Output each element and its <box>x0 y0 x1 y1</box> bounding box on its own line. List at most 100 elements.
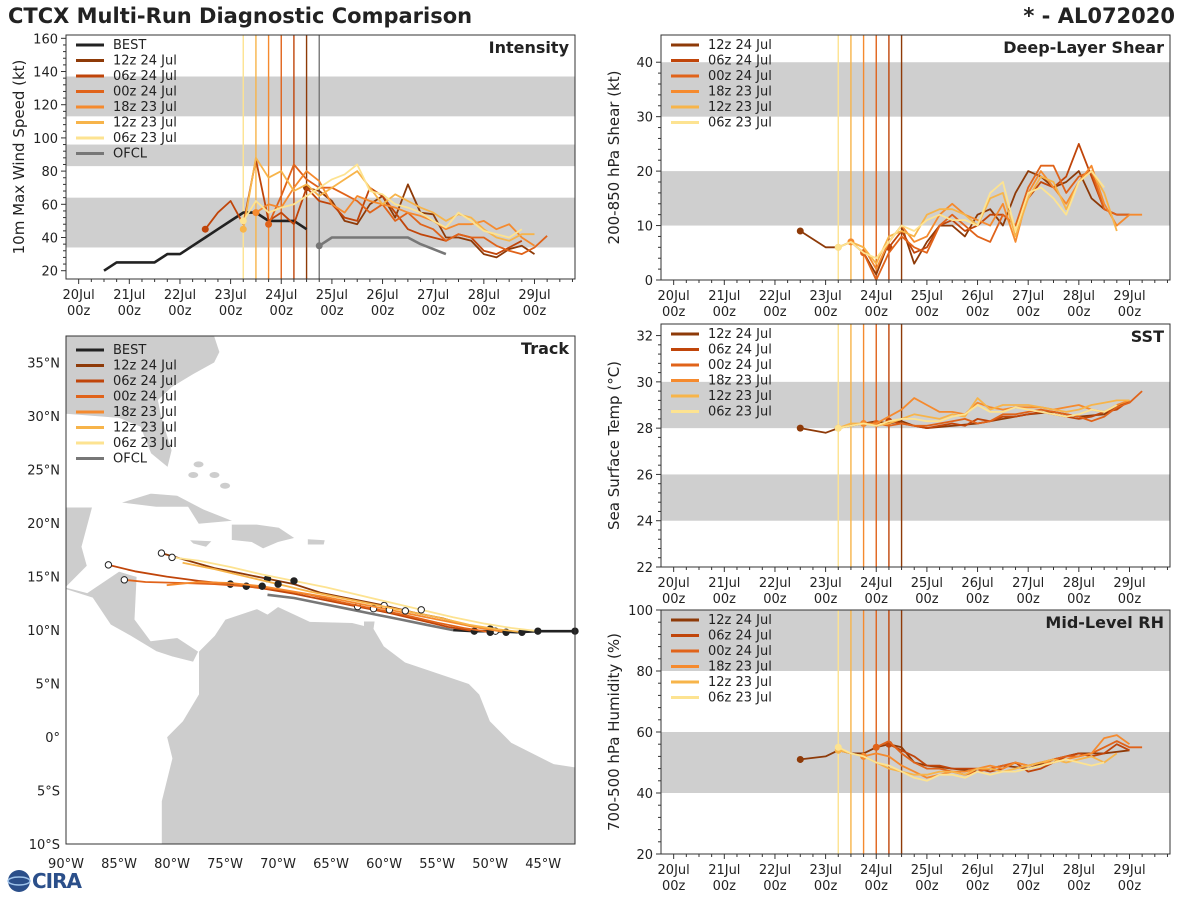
chart-title: SST <box>1131 327 1164 346</box>
x-tick-label-date: 27Jul <box>1012 863 1044 878</box>
lon-tick-label: 60°W <box>366 857 402 872</box>
lat-tick-label: 10°N <box>27 624 60 639</box>
x-tick-label-hour: 00z <box>662 879 686 894</box>
x-tick-label-hour: 00z <box>865 305 889 320</box>
x-tick-label-date: 20Jul <box>658 863 690 878</box>
chart-title: Track <box>521 339 569 358</box>
lat-tick-label: 15°N <box>27 571 60 586</box>
x-tick-label-date: 27Jul <box>417 288 449 303</box>
threshold-band <box>661 474 1170 521</box>
x-tick-label-date: 23Jul <box>809 863 841 878</box>
track-point <box>120 576 129 584</box>
legend-label: 06z 23 Jul <box>113 131 177 146</box>
y-axis-label: 200-850 hPa Shear (kt) <box>605 71 623 245</box>
y-tick-label: 30 <box>636 111 653 126</box>
x-tick-label-date: 20Jul <box>658 576 690 591</box>
y-tick-label: 20 <box>636 165 653 180</box>
legend-label: BEST <box>113 38 146 53</box>
legend-label: 00z 24 Jul <box>113 390 177 405</box>
threshold-band <box>661 610 1170 671</box>
x-tick-label-date: 26Jul <box>366 288 398 303</box>
y-tick-label: 20 <box>41 265 58 280</box>
x-tick-label-hour: 00z <box>320 304 344 319</box>
x-tick-label-date: 25Jul <box>911 576 943 591</box>
lat-tick-label: 30°N <box>27 410 60 425</box>
x-tick-label-date: 22Jul <box>759 863 791 878</box>
x-tick-label-hour: 00z <box>371 304 395 319</box>
series-line <box>838 749 1118 776</box>
x-tick-label-hour: 00z <box>1067 879 1091 894</box>
legend-label: 18z 23 Jul <box>113 405 177 420</box>
y-tick-label: 60 <box>636 726 653 741</box>
logo-text: CIRA <box>32 869 82 893</box>
page-title: CTCX Multi-Run Diagnostic Comparison <box>8 4 473 28</box>
x-tick-label-hour: 00z <box>915 305 939 320</box>
x-tick-label-hour: 00z <box>713 305 737 320</box>
x-tick-label-date: 26Jul <box>961 576 993 591</box>
y-tick-label: 24 <box>636 515 653 530</box>
threshold-band <box>661 381 1170 429</box>
track-point <box>274 580 282 588</box>
x-tick-label-date: 29Jul <box>1113 289 1145 304</box>
threshold-band <box>66 197 575 248</box>
y-tick-label: 80 <box>636 665 653 680</box>
y-tick-label: 160 <box>33 32 58 47</box>
x-tick-label-hour: 00z <box>1118 305 1142 320</box>
x-tick-label-hour: 00z <box>966 305 990 320</box>
x-tick-label-date: 20Jul <box>658 289 690 304</box>
x-tick-label-date: 21Jul <box>708 289 740 304</box>
x-tick-label-date: 24Jul <box>860 863 892 878</box>
y-tick-label: 100 <box>628 604 653 619</box>
x-tick-label-date: 25Jul <box>316 288 348 303</box>
storm-id: * - AL072020 <box>1023 4 1175 28</box>
y-axis-label: Sea Surface Temp (°C) <box>605 361 623 530</box>
x-tick-label-hour: 00z <box>662 592 686 607</box>
series-line <box>863 734 1131 779</box>
land-bahamas <box>188 472 199 479</box>
x-tick-label-hour: 00z <box>168 304 192 319</box>
series-line <box>876 390 1143 427</box>
x-tick-label-date: 24Jul <box>860 289 892 304</box>
track-point <box>417 606 425 614</box>
x-tick-label-hour: 00z <box>1017 879 1041 894</box>
y-tick-label: 40 <box>41 232 58 247</box>
cira-logo: CIRA <box>6 868 82 894</box>
x-tick-label-date: 26Jul <box>961 289 993 304</box>
x-tick-label-hour: 00z <box>814 592 838 607</box>
y-tick-label: 0 <box>645 274 653 289</box>
x-tick-label-hour: 00z <box>118 304 142 319</box>
y-tick-label: 10 <box>636 220 653 235</box>
land-bahamas <box>209 472 220 479</box>
land-north-america <box>65 335 221 469</box>
x-tick-label-date: 22Jul <box>759 289 791 304</box>
legend-label: 06z 24 Jul <box>113 374 177 389</box>
x-tick-label-hour: 00z <box>523 304 547 319</box>
lat-tick-label: 25°N <box>27 464 60 479</box>
legend-label: 12z 23 Jul <box>708 100 772 115</box>
threshold-band <box>661 62 1170 117</box>
x-tick-label-hour: 00z <box>713 592 737 607</box>
series-start-point <box>796 755 804 763</box>
legend-label: 12z 24 Jul <box>708 327 772 342</box>
x-tick-label-date: 23Jul <box>809 289 841 304</box>
x-tick-label-hour: 00z <box>270 304 294 319</box>
series-start-point <box>834 243 842 251</box>
lon-tick-label: 55°W <box>419 857 455 872</box>
x-tick-label-hour: 00z <box>966 592 990 607</box>
lon-tick-label: 80°W <box>154 857 190 872</box>
legend-label: 06z 23 Jul <box>708 405 772 420</box>
track-point <box>534 627 542 635</box>
x-tick-label-date: 24Jul <box>860 576 892 591</box>
legend-label: 06z 24 Jul <box>708 343 772 358</box>
series-start-point <box>872 743 880 751</box>
x-tick-label-hour: 00z <box>865 879 889 894</box>
x-tick-label-date: 28Jul <box>1063 863 1095 878</box>
x-tick-label-hour: 00z <box>1017 305 1041 320</box>
x-tick-label-date: 25Jul <box>911 289 943 304</box>
x-tick-label-date: 24Jul <box>265 288 297 303</box>
lat-tick-label: 20°N <box>27 517 60 532</box>
series-start-point <box>239 217 247 225</box>
x-tick-label-hour: 00z <box>915 879 939 894</box>
track-line <box>166 581 507 634</box>
x-tick-label-hour: 00z <box>1067 305 1091 320</box>
